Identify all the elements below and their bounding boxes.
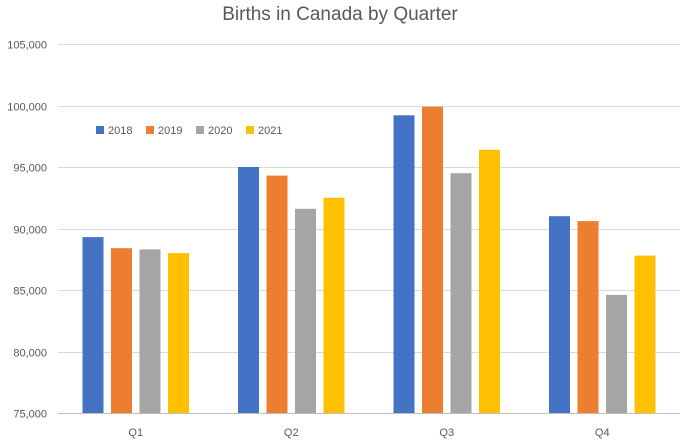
legend-label: 2018 [108, 125, 132, 137]
bar-q3-2020 [450, 173, 472, 413]
bar-q4-2019 [577, 221, 599, 413]
bar-q2-2021 [323, 197, 345, 414]
y-tick-label: 100,000 [7, 102, 47, 114]
bar-q2-2019 [266, 175, 288, 413]
bar-q3-2019 [422, 106, 443, 413]
bar-q4-2018 [549, 216, 570, 413]
y-tick-label: 80,000 [13, 348, 47, 360]
x-tick-label: Q4 [595, 427, 610, 439]
bar-q4-2020 [606, 294, 627, 413]
chart-title: Births in Canada by Quarter [222, 4, 458, 25]
bar-q1-2019 [111, 248, 132, 413]
y-tick-label: 75,000 [13, 409, 47, 421]
bar-q3-2018 [393, 115, 415, 414]
legend-label: 2021 [258, 125, 282, 137]
y-tick-label: 105,000 [7, 40, 47, 52]
y-tick-label: 90,000 [13, 225, 47, 237]
bar-q2-2020 [295, 208, 316, 413]
bar-q2-2018 [238, 167, 259, 413]
y-tick-label: 85,000 [13, 286, 47, 298]
legend-swatch-2021 [246, 126, 254, 134]
y-axis-tick-labels: 75,000 80,000 85,000 90,000 95,000 100,000 105… [7, 40, 47, 421]
bars [82, 106, 656, 414]
bar-q1-2020 [139, 249, 161, 413]
legend-label: 2019 [158, 125, 182, 137]
x-axis-tick-labels: Q1 Q2 Q3 Q4 [128, 427, 609, 439]
x-tick-label: Q2 [284, 427, 299, 439]
bar-q1-2021 [168, 253, 189, 413]
legend-swatch-2020 [196, 126, 204, 134]
bar-q1-2018 [82, 237, 104, 413]
gridlines [58, 44, 680, 414]
bar-q3-2021 [479, 149, 500, 414]
bar-q4-2021 [634, 255, 656, 413]
y-tick-label: 95,000 [13, 163, 47, 175]
legend: 2018 2019 2020 2021 [96, 125, 282, 137]
legend-swatch-2019 [146, 126, 154, 134]
x-tick-label: Q1 [128, 427, 143, 439]
legend-swatch-2018 [96, 126, 104, 134]
legend-label: 2020 [208, 125, 232, 137]
x-tick-label: Q3 [439, 427, 454, 439]
